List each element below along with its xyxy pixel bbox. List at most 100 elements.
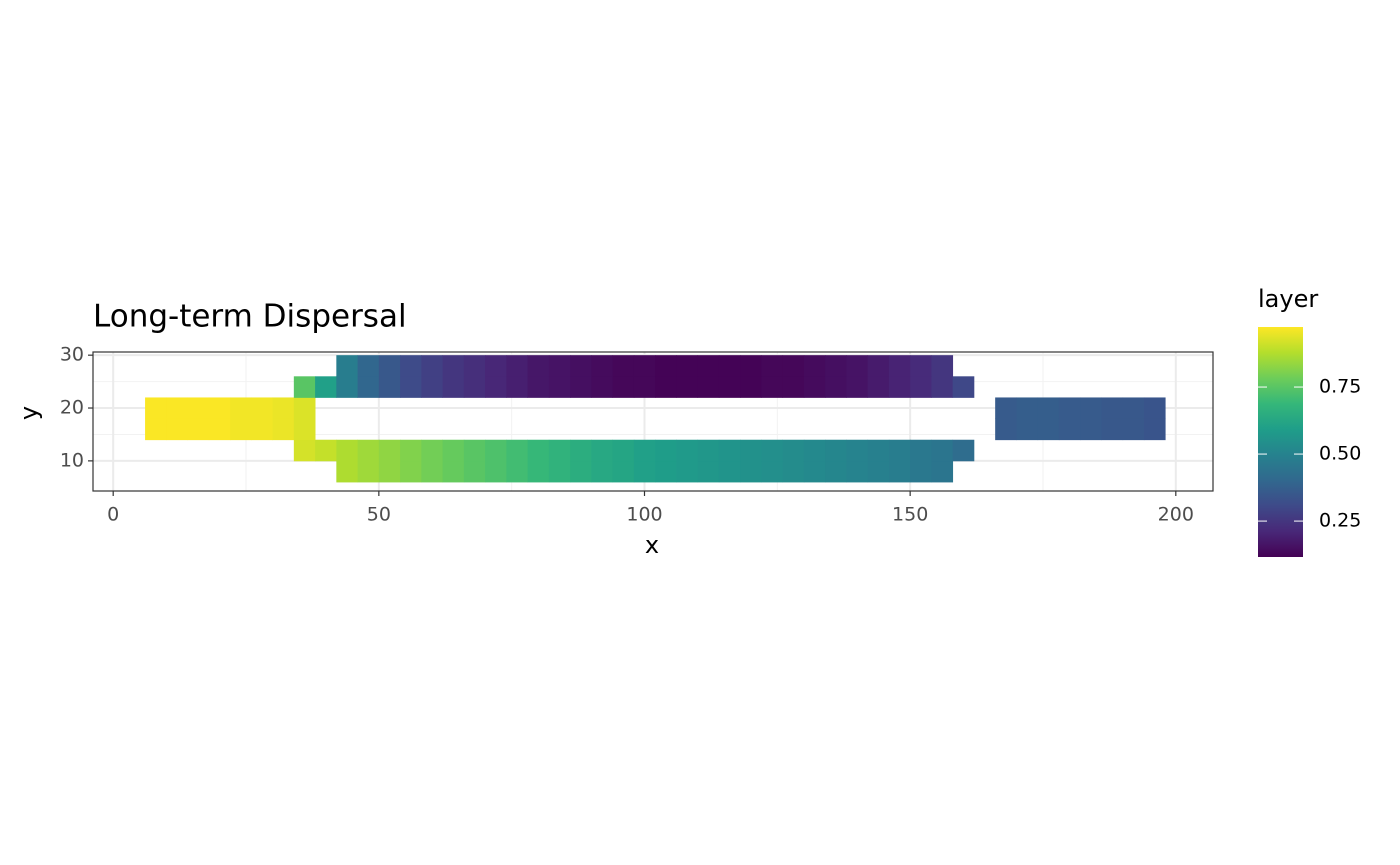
raster-cell <box>527 355 550 377</box>
raster-cell <box>825 355 847 377</box>
raster-cell <box>1101 418 1124 441</box>
raster-cell <box>761 376 784 398</box>
raster-cell <box>1016 418 1039 441</box>
x-tick-label: 150 <box>892 504 928 526</box>
raster-cell <box>421 355 444 377</box>
raster-cell <box>888 376 911 398</box>
raster-cell <box>187 397 210 419</box>
raster-cell <box>718 355 741 377</box>
raster-cell <box>867 439 890 462</box>
raster-cell <box>867 355 890 377</box>
raster-cell <box>145 418 167 441</box>
raster-cell <box>846 376 869 398</box>
raster-cell <box>293 397 316 419</box>
raster-cell <box>995 397 1017 419</box>
raster-cell <box>803 460 826 483</box>
raster-cell <box>931 376 954 398</box>
x-tick-label: 200 <box>1158 504 1194 526</box>
raster-cell <box>145 397 167 419</box>
raster-cell <box>740 355 762 377</box>
raster-cell <box>825 376 847 398</box>
raster-cell <box>803 376 826 398</box>
raster-cell <box>1058 418 1081 441</box>
raster-cell <box>910 460 932 483</box>
raster-cell <box>718 439 741 462</box>
raster-cell <box>740 439 762 462</box>
raster-cell <box>400 460 422 483</box>
raster-cell <box>1101 397 1124 419</box>
raster-cell <box>676 376 699 398</box>
raster-cell <box>761 439 784 462</box>
raster-cell <box>761 460 784 483</box>
raster-cell <box>676 355 699 377</box>
colorbar <box>1258 327 1303 557</box>
x-tick-label: 50 <box>367 504 391 526</box>
raster-cell <box>1080 418 1102 441</box>
raster-cell <box>931 460 954 483</box>
raster-cell <box>357 460 380 483</box>
raster-cell <box>400 439 422 462</box>
raster-cell <box>315 376 337 398</box>
raster-cell <box>846 460 869 483</box>
raster-cell <box>548 460 571 483</box>
raster-cell <box>421 439 444 462</box>
chart-title: Long-term Dispersal <box>93 299 407 335</box>
raster-cell <box>485 376 507 398</box>
raster-cell <box>378 376 401 398</box>
raster-cell <box>612 439 635 462</box>
raster-cell <box>888 355 911 377</box>
raster-cell <box>1122 418 1145 441</box>
raster-cell <box>803 355 826 377</box>
raster-cell <box>208 397 231 419</box>
raster-cell <box>676 460 699 483</box>
raster-cell <box>251 397 273 419</box>
raster-cell <box>357 376 380 398</box>
raster-cell <box>463 376 486 398</box>
raster-cell <box>1037 397 1060 419</box>
raster-cell <box>315 439 337 462</box>
raster-cell <box>655 355 677 377</box>
raster-cell <box>272 397 295 419</box>
raster-cell <box>591 439 614 462</box>
raster-cell <box>400 355 422 377</box>
raster-cell <box>400 376 422 398</box>
colorbar-tick-label: 0.25 <box>1319 510 1361 532</box>
raster-cell <box>612 355 635 377</box>
x-tick-label: 0 <box>107 504 119 526</box>
raster-cell <box>421 376 444 398</box>
raster-cell <box>463 439 486 462</box>
raster-cell <box>527 376 550 398</box>
raster-cell <box>888 460 911 483</box>
raster-cell <box>442 439 465 462</box>
raster-cell <box>463 355 486 377</box>
raster-cell <box>803 439 826 462</box>
legend-title: layer <box>1258 285 1318 313</box>
raster-cell <box>825 439 847 462</box>
raster-cell <box>782 376 805 398</box>
raster-cell <box>506 355 529 377</box>
raster-cell <box>612 376 635 398</box>
raster-cell <box>952 376 975 398</box>
raster-cell <box>357 355 380 377</box>
raster-cell <box>548 355 571 377</box>
raster-cell <box>570 460 592 483</box>
raster-cell <box>910 439 932 462</box>
raster-cell <box>697 355 720 377</box>
raster-cell <box>357 439 380 462</box>
raster-cell <box>251 418 273 441</box>
raster-cell <box>697 460 720 483</box>
raster-cell <box>336 355 358 377</box>
raster-cell <box>293 418 316 441</box>
colorbar-tick-label: 0.75 <box>1319 376 1361 398</box>
raster-cell <box>378 460 401 483</box>
raster-cell <box>570 439 592 462</box>
raster-cell <box>633 376 656 398</box>
raster-cell <box>187 418 210 441</box>
raster-cell <box>995 418 1017 441</box>
raster-cell <box>952 439 975 462</box>
raster-cell <box>1143 397 1166 419</box>
raster-cell <box>633 355 656 377</box>
raster-cell <box>655 460 677 483</box>
raster-cell <box>633 439 656 462</box>
raster-cell <box>506 439 529 462</box>
